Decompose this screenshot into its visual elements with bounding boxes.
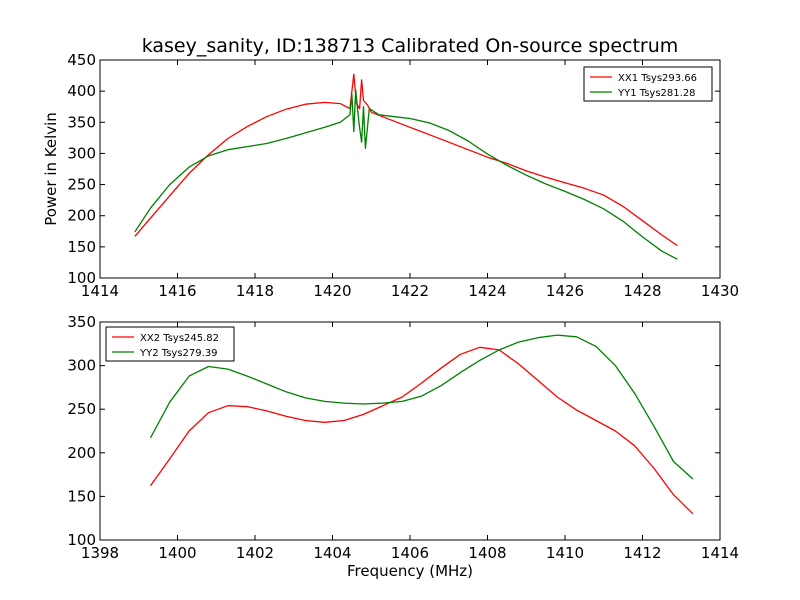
- x-tick-label: 1404: [313, 544, 351, 562]
- y-axis-label: Power in Kelvin: [42, 112, 60, 226]
- series-line-2: [149, 334, 694, 480]
- y-tick-label: 400: [67, 82, 96, 100]
- y-tick-label: 150: [67, 487, 96, 505]
- legend-box: [583, 66, 713, 102]
- x-tick-label: 1402: [236, 544, 274, 562]
- series-line-1: [149, 346, 694, 515]
- x-tick-label: 1416: [158, 282, 196, 300]
- y-tick-label: 300: [67, 144, 96, 162]
- x-tick-label: 1414: [81, 282, 119, 300]
- legend: XX1 Tsys293.66 YY1 Tsys281.28: [583, 66, 713, 102]
- x-tick-label: 1418: [236, 282, 274, 300]
- legend-label: YY1 Tsys281.28: [617, 88, 696, 99]
- y-tick-label: 350: [67, 113, 96, 131]
- x-tick-label: 1410: [546, 544, 584, 562]
- x-tick-label: 1408: [468, 544, 506, 562]
- x-tick-label: 1400: [158, 544, 196, 562]
- x-tick-label: 1422: [391, 282, 429, 300]
- y-tick-label: 100: [67, 531, 96, 549]
- figure-title: kasey_sanity, ID:138713 Calibrated On-so…: [142, 35, 679, 57]
- y-tick-label: 300: [67, 357, 96, 375]
- x-tick-label: 1426: [546, 282, 584, 300]
- top-spectrum-chart: 1414 1416 1418 1420 1422 1424 1426 1428 1430 100 1…: [67, 51, 739, 300]
- legend-label: XX2 Tsys245.82: [140, 333, 219, 344]
- y-tick-label: 200: [67, 207, 96, 225]
- x-tick-label: 1412: [623, 544, 661, 562]
- y-tick-label: 200: [67, 444, 96, 462]
- x-tick-label: 1420: [313, 282, 351, 300]
- x-axis-label: Frequency (MHz): [347, 562, 473, 580]
- x-tick-label: 1428: [623, 282, 661, 300]
- x-tick-label: 1406: [391, 544, 429, 562]
- bottom-spectrum-chart: 1398 1400 1402 1404 1406 1408 1410 1412 1414 100 1…: [67, 313, 739, 562]
- x-tick-label: 1424: [468, 282, 506, 300]
- series-line-1: [134, 73, 678, 247]
- y-tick-label: 350: [67, 313, 96, 331]
- y-tick-label: 250: [67, 176, 96, 194]
- legend-label: YY2 Tsys279.39: [139, 348, 218, 359]
- legend: XX2 Tsys245.82 YY2 Tsys279.39: [105, 326, 235, 362]
- y-tick-label: 100: [67, 269, 96, 287]
- x-tick-label: 1398: [81, 544, 119, 562]
- x-tick-label: 1430: [701, 282, 739, 300]
- legend-box: [105, 326, 235, 362]
- x-tick-label: 1414: [701, 544, 739, 562]
- legend-label: XX1 Tsys293.66: [618, 73, 697, 84]
- series-line-2: [134, 89, 678, 260]
- y-tick-label: 450: [67, 51, 96, 69]
- y-tick-label: 250: [67, 400, 96, 418]
- y-tick-label: 150: [67, 238, 96, 256]
